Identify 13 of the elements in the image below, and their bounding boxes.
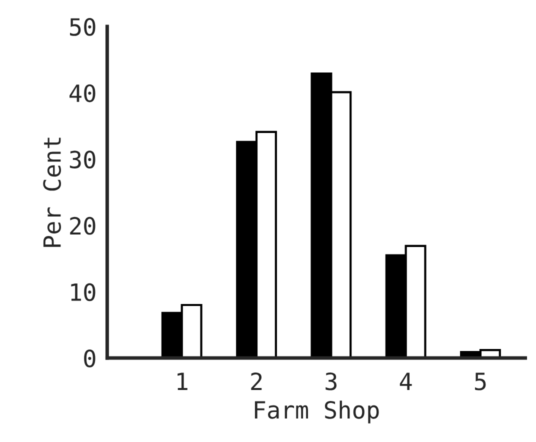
x-tick-label: 4 xyxy=(400,372,412,390)
y-tick-label: 0 xyxy=(84,350,96,368)
x-tick-label: 3 xyxy=(326,372,337,390)
y-tick-label: 20 xyxy=(70,216,96,235)
y-tick-label: 50 xyxy=(70,18,96,36)
y-tick-label: 30 xyxy=(70,150,96,168)
x-tick-label: 5 xyxy=(475,372,486,390)
y-axis-title: Per Cent xyxy=(43,138,61,247)
y-tick-label: 40 xyxy=(70,84,96,102)
x-axis-title: Farm Shop xyxy=(254,400,379,424)
x-tick-label: 1 xyxy=(178,372,188,390)
y-tick-label: 10 xyxy=(71,283,96,302)
x-tick-label: 2 xyxy=(251,372,262,390)
